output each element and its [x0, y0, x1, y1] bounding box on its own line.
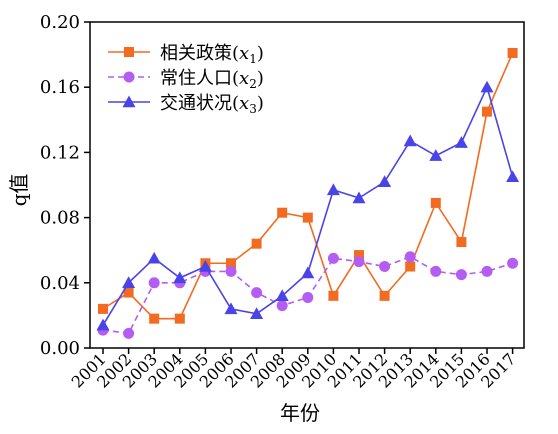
y-tick-label: 0.04	[40, 273, 80, 294]
data-point-triangle	[250, 307, 264, 319]
data-point-circle	[404, 251, 416, 263]
legend-label: 常住人口(x2)	[160, 68, 264, 91]
series-3	[96, 80, 520, 331]
data-point-triangle	[326, 183, 340, 196]
data-point-square	[328, 290, 339, 301]
y-axis: 0.00 0.04 0.08 0.12 0.16 0.20	[40, 12, 90, 359]
data-point-circle	[148, 277, 160, 289]
y-tick-label: 0.16	[40, 77, 80, 98]
data-point-square	[124, 47, 134, 57]
data-point-triangle	[224, 302, 238, 315]
data-point-circle	[353, 256, 365, 268]
data-point-square	[507, 47, 518, 58]
series-line	[102, 84, 514, 326]
data-point-triangle	[122, 276, 136, 288]
data-point-triangle	[480, 80, 494, 93]
data-point-circle	[123, 71, 135, 83]
data-point-square	[226, 258, 236, 269]
y-tick-label: 0.08	[40, 208, 80, 229]
data-point-circle	[302, 291, 314, 303]
data-point-circle	[225, 265, 237, 277]
data-point-circle	[507, 257, 519, 269]
data-point-square	[98, 303, 108, 314]
data-point-triangle	[96, 318, 110, 331]
series-layer	[96, 47, 520, 339]
data-point-circle	[481, 265, 493, 277]
data-point-triangle	[275, 289, 289, 302]
data-point-square	[277, 207, 288, 218]
y-tick-label: 0.12	[40, 142, 80, 163]
data-point-circle	[123, 327, 135, 339]
legend-item-1: 相关政策(x1)	[108, 43, 264, 66]
data-point-triangle	[352, 191, 366, 204]
data-point-square	[456, 237, 467, 248]
data-point-triangle	[198, 260, 212, 272]
x-axis: 2001200220032004200520062007200820092010…	[68, 348, 519, 392]
data-point-circle	[327, 252, 339, 264]
data-point-circle	[455, 269, 467, 281]
data-point-square	[482, 106, 492, 117]
data-point-square	[354, 250, 364, 261]
plot-frame	[89, 21, 525, 349]
data-point-triangle	[454, 136, 468, 148]
y-tick-label: 0.20	[40, 12, 80, 33]
data-point-triangle	[429, 149, 443, 161]
data-point-square	[430, 197, 441, 208]
data-point-square	[379, 290, 390, 301]
data-point-triangle	[301, 266, 315, 279]
legend-item-3: 交通状况(x3)	[108, 93, 264, 116]
data-point-square	[174, 313, 185, 324]
y-axis-label: q值	[7, 174, 31, 207]
data-point-triangle	[147, 251, 161, 264]
series-2	[97, 251, 519, 339]
legend-item-2: 常住人口(x2)	[108, 68, 264, 91]
x-axis-label: 年份	[280, 401, 320, 425]
data-point-square	[149, 313, 160, 324]
data-point-circle	[379, 261, 391, 272]
data-point-circle	[251, 287, 263, 299]
data-point-square	[302, 212, 313, 223]
data-point-circle	[276, 300, 288, 312]
series-1	[98, 47, 518, 324]
legend-label: 相关政策(x1)	[160, 43, 264, 66]
data-point-triangle	[506, 170, 520, 183]
data-point-triangle	[403, 134, 417, 147]
data-point-square	[123, 287, 134, 298]
data-point-square	[405, 261, 416, 272]
legend: 相关政策(x1)常住人口(x2)交通状况(x3)	[108, 43, 264, 116]
data-point-triangle	[173, 271, 187, 284]
data-point-triangle	[122, 95, 136, 108]
data-point-square	[251, 238, 262, 249]
legend-label: 交通状况(x3)	[160, 93, 264, 116]
data-point-triangle	[378, 175, 392, 187]
y-tick-label: 0.00	[40, 338, 80, 359]
data-point-circle	[430, 265, 442, 277]
